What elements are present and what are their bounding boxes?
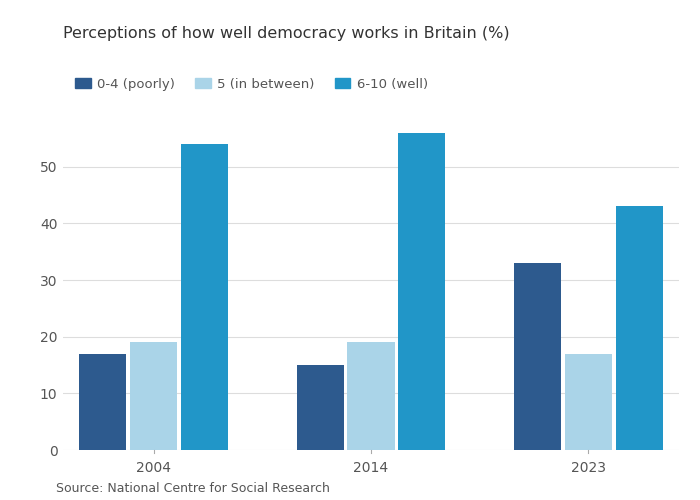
- Bar: [398, 132, 445, 450]
- Bar: [130, 342, 177, 450]
- Bar: [79, 354, 127, 450]
- Bar: [514, 263, 561, 450]
- Text: Source: National Centre for Social Research: Source: National Centre for Social Resea…: [56, 482, 330, 495]
- Bar: [297, 365, 344, 450]
- Bar: [615, 206, 663, 450]
- Bar: [181, 144, 228, 450]
- Bar: [347, 342, 395, 450]
- Legend: 0-4 (poorly), 5 (in between), 6-10 (well): 0-4 (poorly), 5 (in between), 6-10 (well…: [69, 72, 433, 96]
- Text: Perceptions of how well democracy works in Britain (%): Perceptions of how well democracy works …: [63, 26, 510, 41]
- Bar: [565, 354, 612, 450]
